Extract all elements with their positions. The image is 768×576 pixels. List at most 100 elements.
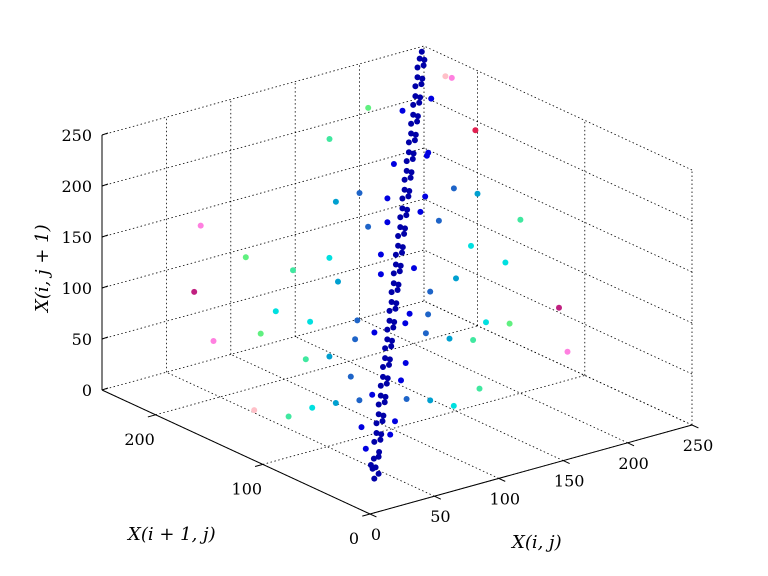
data-point [375, 453, 382, 460]
x-tick-label: 250 [683, 436, 714, 455]
data-point [409, 156, 416, 162]
data-point [384, 375, 391, 382]
data-point [403, 396, 410, 402]
x-tick-label: 150 [554, 472, 585, 491]
data-point [417, 94, 424, 101]
data-point [332, 198, 339, 205]
data-point [326, 353, 333, 360]
x-tick-mark [691, 424, 699, 429]
x-axis-line [369, 424, 693, 515]
data-point [422, 193, 429, 200]
data-point [398, 377, 404, 384]
data-point [386, 356, 393, 363]
x-axis-label: X(i, j) [510, 532, 562, 553]
data-point [257, 330, 264, 337]
data-point [377, 382, 384, 389]
x-tick-mark [434, 495, 442, 500]
data-point [410, 101, 417, 108]
data-point [378, 431, 385, 438]
x-tick-label: 200 [618, 454, 649, 473]
data-point [242, 254, 249, 261]
data-point [371, 438, 378, 445]
data-point [474, 190, 481, 197]
axis-lines [101, 132, 699, 518]
data-point [416, 99, 423, 106]
data-point [411, 265, 417, 272]
grid-line [423, 45, 693, 171]
data-point [564, 348, 571, 355]
data-point [371, 475, 378, 482]
data-point [405, 139, 412, 146]
data-point [392, 418, 398, 425]
data-point [382, 355, 389, 362]
data-point [307, 318, 314, 325]
y-tick-mark [254, 463, 263, 468]
data-point [402, 225, 408, 232]
data-point [332, 400, 339, 406]
data-point [422, 330, 429, 337]
x-tick-mark [369, 513, 377, 518]
data-point [399, 249, 405, 256]
grid-line [295, 336, 564, 461]
data-point [468, 242, 474, 249]
data-point [302, 356, 309, 363]
data-point [450, 402, 457, 409]
data-point [392, 261, 399, 268]
data-point [399, 244, 406, 251]
data-point [388, 343, 395, 350]
data-point [418, 48, 425, 55]
data-point [470, 337, 477, 343]
data-point [388, 289, 395, 296]
data-point [402, 360, 409, 366]
data-point [372, 464, 379, 471]
grid-line [101, 300, 425, 391]
data-point [397, 224, 404, 231]
x-tick-mark [627, 442, 635, 447]
data-point [377, 271, 384, 278]
data-point [335, 278, 341, 285]
axis-labels: X(i, j) X(i + 1, j) X(i, j + 1) [32, 224, 562, 553]
data-point [446, 335, 453, 342]
data-point [386, 317, 393, 324]
data-point [408, 120, 415, 127]
data-point [502, 259, 509, 266]
data-point [393, 300, 400, 307]
z-axis-label: X(i, j + 1) [32, 224, 53, 314]
data-point [399, 107, 406, 114]
data-point [448, 74, 455, 81]
data-point [416, 55, 423, 62]
data-point [412, 131, 419, 138]
grid-line [423, 249, 693, 375]
data-point [402, 320, 409, 327]
data-point [399, 205, 406, 212]
data-point [388, 299, 395, 305]
z-tick-mark [101, 132, 109, 136]
grid-line [101, 198, 425, 289]
data-point [380, 412, 387, 419]
data-point [210, 338, 217, 344]
data-point [365, 104, 372, 111]
data-point [390, 161, 397, 167]
data-point [407, 174, 414, 181]
data-point [377, 392, 384, 399]
grid-line [101, 45, 425, 136]
data-point [397, 214, 404, 221]
data-point [556, 304, 562, 311]
data-point [352, 336, 359, 343]
data-point [369, 391, 376, 398]
x-tick-mark [562, 460, 570, 465]
data-point [365, 223, 372, 230]
data-point [427, 397, 434, 404]
data-point [410, 150, 417, 157]
data-point [483, 319, 489, 326]
data-point [367, 462, 374, 468]
y-tick-label: 200 [124, 430, 155, 449]
data-point [309, 404, 316, 411]
z-tick-label: 0 [82, 381, 92, 400]
data-point [371, 329, 378, 336]
tick-labels: 0 50 100 150 200 250 0 100 200 0 50 100 150 200 250 [61, 126, 713, 548]
data-point [379, 418, 386, 425]
grid-line [101, 96, 425, 187]
data-point [384, 336, 391, 343]
